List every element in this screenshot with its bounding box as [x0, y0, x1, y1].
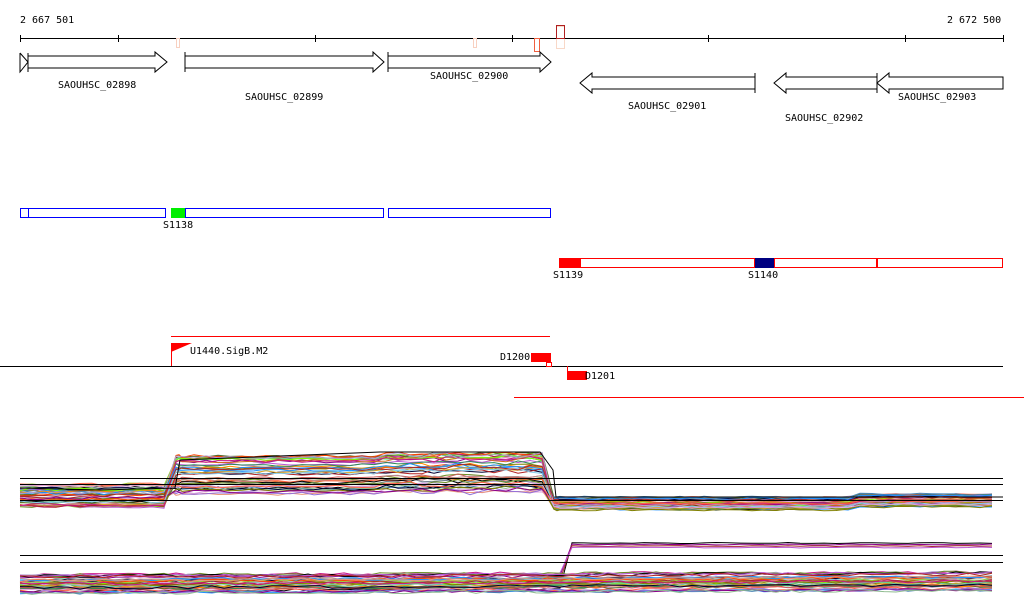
promoter-flag-icon[interactable]: [171, 343, 192, 366]
expression-line: [19, 579, 993, 587]
segment-label: S1139: [553, 270, 583, 281]
gene-label: SAOUHSC_02898: [58, 80, 136, 91]
segment-S1140[interactable]: [755, 258, 774, 268]
segment-label: S1140: [748, 270, 778, 281]
expression-line: [19, 451, 992, 507]
expression-line: [19, 587, 993, 594]
gene-SAOUHSC_02900[interactable]: [387, 50, 552, 74]
segment-S1138[interactable]: [171, 208, 185, 218]
expression-line: [19, 571, 993, 578]
terminator-label: D1201: [585, 371, 615, 382]
terminator-label: D1200: [500, 352, 530, 363]
expression-line: [19, 575, 993, 583]
gene-label: SAOUHSC_02902: [785, 113, 863, 124]
segment-label: S1138: [163, 220, 193, 231]
promoter-label: U1440.SigB.M2: [190, 346, 268, 357]
expression-panel-reverse: [19, 541, 1003, 595]
expression-envelope: [19, 451, 1003, 498]
axis-markers: [176, 25, 565, 52]
gene-label: SAOUHSC_02903: [898, 92, 976, 103]
expression-line: [20, 572, 993, 579]
gene-SAOUHSC_02901[interactable]: [579, 71, 756, 95]
expression-line: [19, 579, 993, 586]
gene-label: SAOUHSC_02901: [628, 101, 706, 112]
gene-SAOUHSC_02899[interactable]: [184, 50, 385, 74]
gene-SAOUHSC_02903[interactable]: [876, 71, 1004, 95]
expression-line: [19, 485, 993, 512]
gene-SAOUHSC_02898[interactable]: [19, 50, 168, 74]
coordinate-axis: [20, 35, 1004, 42]
terminator-D1200[interactable]: [531, 353, 551, 362]
start-coordinate: 2 667 501: [20, 15, 74, 26]
gene-label: SAOUHSC_02899: [245, 92, 323, 103]
expression-panel-forward: [19, 451, 1003, 512]
gene-label: SAOUHSC_02900: [430, 71, 508, 82]
reverse-segment-track[interactable]: [580, 258, 1003, 268]
expression-line: [20, 464, 992, 511]
expression-line: [19, 589, 993, 595]
terminator-marker: [546, 362, 552, 367]
expression-line: [19, 583, 993, 590]
expression-line: [19, 487, 993, 506]
gene-SAOUHSC_02902[interactable]: [773, 71, 878, 95]
segment-S1139[interactable]: [559, 258, 580, 268]
end-coordinate: 2 672 500: [947, 15, 1001, 26]
terminator-D1201[interactable]: [567, 371, 587, 380]
expression-line: [19, 467, 993, 509]
forward-segment-track[interactable]: [20, 208, 551, 218]
